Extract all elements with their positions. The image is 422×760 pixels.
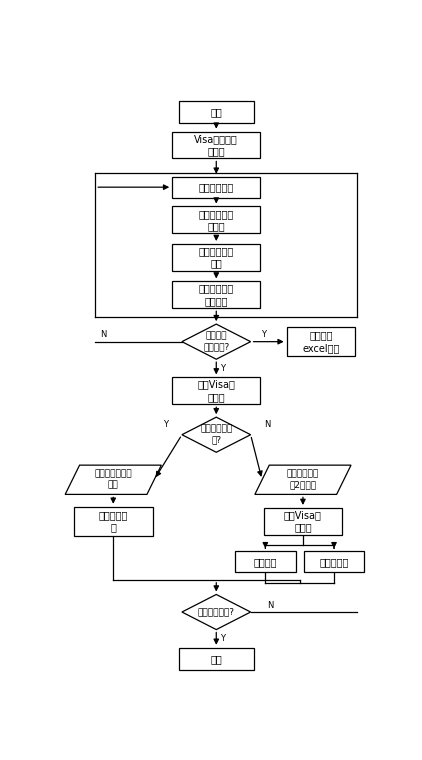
Text: N: N [264,420,270,429]
Text: Y: Y [220,364,225,373]
Polygon shape [182,417,251,452]
Text: 接收到微处理
器2的数据: 接收到微处理 器2的数据 [287,470,319,490]
Bar [74,507,152,536]
Text: 开始: 开始 [211,106,222,117]
Bar [179,100,254,123]
Polygon shape [182,324,251,359]
Bar [172,176,260,198]
Bar [287,327,355,356]
Polygon shape [182,594,251,629]
Text: 调整刺激信号
周期: 调整刺激信号 周期 [199,246,234,268]
Text: 无线发送指
令: 无线发送指 令 [99,510,128,533]
Bar [172,244,260,271]
Text: 发送指令
按钮按下?: 发送指令 按钮按下? [203,331,230,352]
Text: 调整刺激信号
脉冲个数: 调整刺激信号 脉冲个数 [199,283,234,306]
Text: 停止按键按下?: 停止按键按下? [198,607,235,616]
Bar [172,207,260,233]
Text: 选择刺激位点: 选择刺激位点 [199,182,234,192]
Bar [179,648,254,670]
Text: 开启Visa对
话通道: 开启Visa对 话通道 [284,510,322,533]
Text: 串口接收到指
令?: 串口接收到指 令? [200,425,233,445]
Text: 数据存储: 数据存储 [254,557,277,567]
Text: Y: Y [220,634,225,643]
Text: 调整刺激信号
占空比: 调整刺激信号 占空比 [199,209,234,231]
Text: Y: Y [163,420,168,429]
Text: 结束: 结束 [211,654,222,663]
Text: N: N [100,330,107,339]
Text: N: N [267,600,273,610]
Bar [304,551,364,572]
Text: 波形图显示: 波形图显示 [319,557,349,567]
Bar [264,508,342,535]
Bar [235,551,295,572]
Polygon shape [65,465,161,495]
Bar [172,281,260,309]
Text: 创建新的
excel文件: 创建新的 excel文件 [302,331,340,353]
Text: Visa串口资源
初始化: Visa串口资源 初始化 [195,134,238,157]
Polygon shape [255,465,351,495]
Text: 开启Visa对
话通道: 开启Visa对 话通道 [197,380,235,402]
Bar [172,378,260,404]
Text: Y: Y [261,330,266,339]
Bar [172,131,260,159]
Text: 接收到上位机的
指令: 接收到上位机的 指令 [95,470,132,490]
